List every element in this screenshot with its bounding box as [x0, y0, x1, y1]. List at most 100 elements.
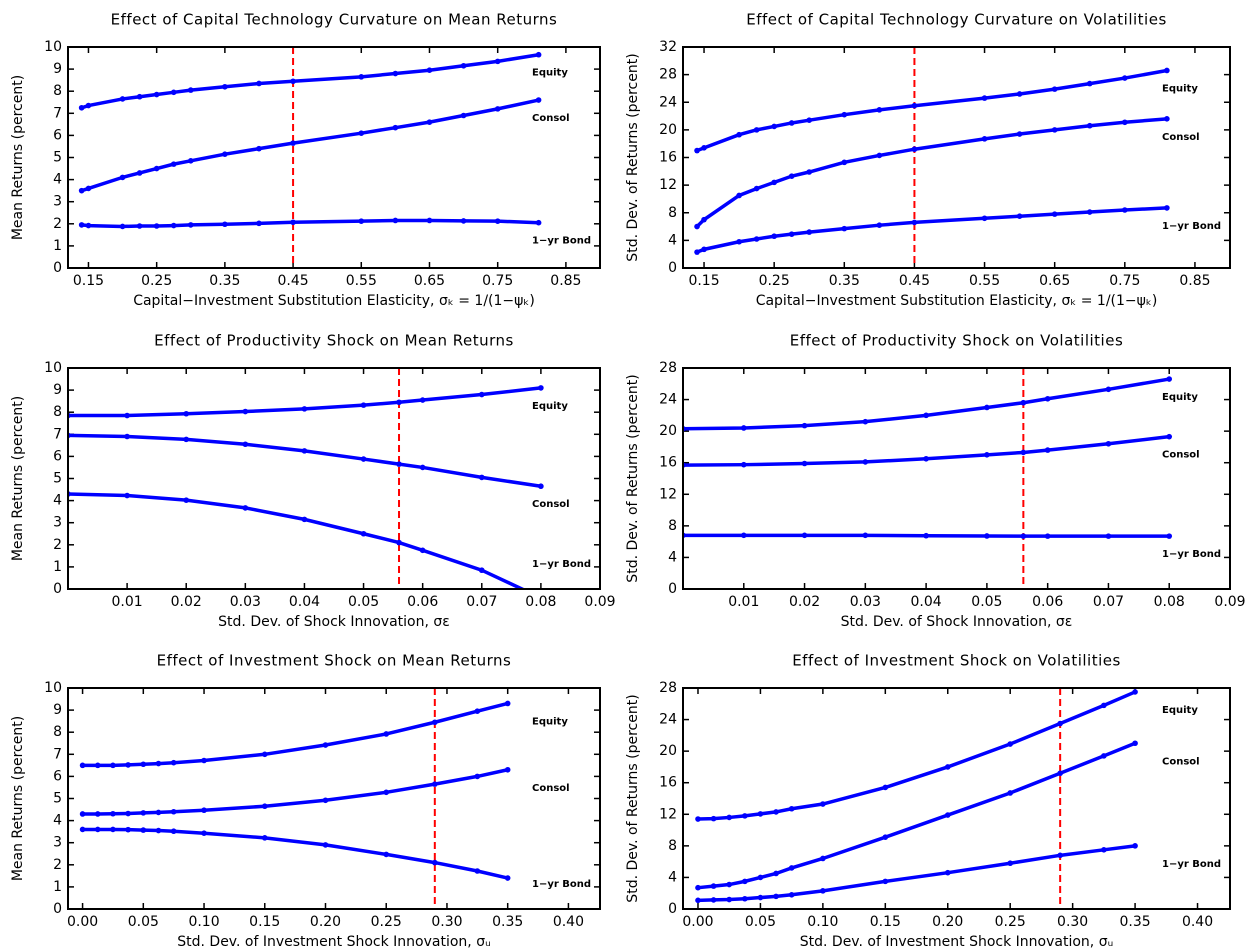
point — [187, 158, 194, 164]
point — [820, 801, 826, 807]
chart-title: Effect of Investment Shock on Mean Retur… — [157, 652, 512, 670]
point — [1164, 67, 1170, 74]
point — [426, 67, 433, 74]
point — [535, 97, 542, 103]
point — [801, 422, 808, 429]
point — [1057, 720, 1063, 727]
series-line — [82, 701, 509, 768]
point — [242, 408, 249, 415]
point — [426, 217, 433, 224]
point — [1020, 533, 1027, 539]
point — [1051, 211, 1058, 217]
point — [85, 222, 92, 229]
y-tick-label: 8 — [668, 518, 677, 534]
point — [504, 766, 511, 773]
y-axis-label: Std. Dev. of Returns (percent) — [625, 53, 641, 261]
series-line — [68, 433, 542, 488]
point — [183, 436, 190, 443]
x-tick-label: 0.04 — [289, 594, 320, 610]
point — [85, 185, 92, 192]
x-axis-label: Std. Dev. of Investment Shock Innovation… — [177, 934, 491, 950]
point — [360, 402, 367, 408]
x-tick-label: 0.20 — [932, 914, 963, 930]
point — [110, 762, 116, 769]
point — [478, 474, 485, 481]
point — [136, 170, 143, 176]
point — [1105, 440, 1112, 447]
point — [944, 764, 951, 770]
point — [1020, 449, 1027, 456]
point — [242, 441, 249, 448]
point — [1132, 740, 1138, 747]
point — [170, 161, 177, 167]
x-tick-label: 0.30 — [1057, 914, 1088, 930]
series-line — [683, 377, 1170, 431]
point — [426, 119, 433, 125]
point — [140, 761, 147, 768]
x-tick-label: 0.03 — [850, 594, 881, 610]
y-tick-label: 10 — [44, 360, 62, 376]
point — [788, 173, 795, 179]
point — [726, 881, 733, 888]
y-tick-label: 2 — [53, 537, 62, 553]
y-tick-label: 4 — [53, 172, 62, 188]
x-tick-label: 0.05 — [745, 914, 776, 930]
y-tick-label: 24 — [659, 712, 677, 728]
point — [201, 757, 207, 764]
point — [419, 547, 426, 554]
x-tick-label: 0.02 — [171, 594, 202, 610]
y-tick-label: 0 — [668, 260, 677, 276]
point — [85, 102, 92, 109]
point — [140, 810, 147, 816]
y-tick-label: 10 — [44, 680, 62, 696]
x-tick-label: 0.40 — [1182, 914, 1213, 930]
point — [535, 219, 542, 226]
point — [1122, 75, 1128, 81]
point — [94, 826, 101, 833]
series-line — [696, 206, 1167, 254]
x-tick-label: 0.15 — [249, 914, 280, 930]
point — [806, 229, 813, 235]
y-tick-label: 10 — [44, 39, 62, 55]
point — [694, 249, 700, 255]
point — [494, 58, 501, 65]
x-tick-label: 0.01 — [728, 594, 759, 610]
series-line — [82, 768, 509, 816]
point — [757, 894, 764, 901]
x-tick-label: 0.45 — [277, 273, 308, 289]
point — [494, 218, 501, 224]
y-tick-label: 0 — [53, 260, 62, 276]
chart-title: Effect of Productivity Shock on Mean Ret… — [154, 332, 514, 350]
point — [432, 859, 438, 866]
point — [119, 96, 126, 102]
point — [788, 865, 795, 871]
x-tick-label: 0.00 — [682, 914, 713, 930]
series-line — [695, 117, 1168, 228]
point — [290, 219, 296, 226]
point — [222, 221, 228, 228]
point — [736, 192, 742, 199]
y-tick-label: 24 — [659, 392, 677, 408]
y-tick-label: 9 — [53, 61, 62, 77]
point — [1086, 80, 1093, 87]
point — [1016, 131, 1023, 137]
point — [290, 140, 296, 146]
point — [136, 93, 143, 100]
point — [1105, 386, 1112, 393]
x-tick-label: 0.05 — [971, 594, 1002, 610]
series-label: Equity — [1162, 392, 1198, 403]
point — [923, 412, 929, 419]
plot-frame — [682, 46, 1231, 269]
y-axis-label: Std. Dev. of Returns (percent) — [625, 374, 641, 582]
point — [153, 165, 160, 172]
x-tick-label: 0.05 — [128, 914, 159, 930]
x-tick-label: 0.08 — [1154, 594, 1185, 610]
y-tick-label: 0 — [668, 581, 677, 597]
series-label: 1−yr Bond — [1162, 859, 1221, 870]
point — [1122, 119, 1128, 126]
point — [710, 883, 717, 889]
y-tick-label: 1 — [53, 559, 62, 575]
point — [841, 225, 848, 232]
panel: Effect of Productivity Shock on Mean Ret… — [10, 332, 616, 631]
point — [460, 218, 467, 224]
